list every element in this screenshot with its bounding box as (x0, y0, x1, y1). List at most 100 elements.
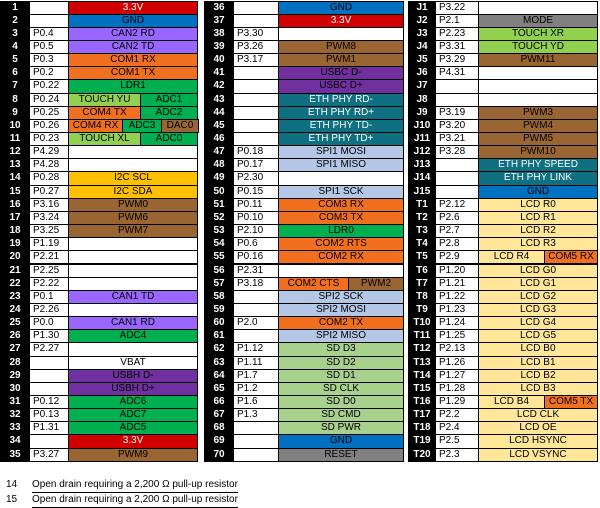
pin-function: ETH PHY TD+ (278, 132, 404, 147)
pin-number: 68 (204, 421, 234, 436)
pin-function: TOUCH YD (478, 39, 598, 55)
pin-function: PWM0 (68, 197, 198, 212)
port-name (29, 13, 69, 28)
port-name (29, 381, 69, 396)
pin-number: J2 (408, 13, 436, 28)
port-name (435, 184, 479, 199)
pin-function: LCD G3 (478, 302, 598, 318)
pin-number: 20 (0, 250, 30, 265)
pin-number: 16 (0, 197, 30, 212)
pin-number: 12 (0, 145, 30, 160)
pin-number: 53 (204, 224, 234, 239)
pin-function: VBAT (68, 355, 198, 370)
pin-number: T16 (408, 395, 436, 410)
pin-number: 38 (204, 26, 234, 41)
pin-function: SD CLK (278, 381, 404, 396)
port-name: P2.31 (233, 263, 279, 278)
port-name (233, 447, 279, 462)
pin-function: USBH D- (68, 368, 198, 383)
pin-function: ADC4 (68, 329, 198, 344)
port-name: P3.30 (233, 26, 279, 41)
pin-number: T3 (408, 224, 436, 239)
function-cell-empty (68, 250, 198, 265)
port-name: P0.18 (233, 145, 279, 160)
port-name: P0.17 (233, 158, 279, 173)
port-name: P1.27 (435, 368, 479, 383)
pin-function: 3.3V (68, 434, 198, 449)
pin-number: 56 (204, 263, 234, 278)
pin-map-table: 1 3.3V 2 GND 3 P0.4 CAN2 RD 4 P0.5 CAN2 TD 5 P0.3 CO… (0, 0, 598, 462)
pin-number: 24 (0, 302, 30, 318)
pin-number: 25 (0, 316, 30, 331)
pin-number: T1 (408, 197, 436, 212)
pin-function: COM1 TX (68, 66, 198, 81)
pin-function: ADC7 (68, 408, 198, 423)
pin-function: LCD R3 (478, 237, 598, 252)
pin-number: 30 (0, 381, 30, 396)
pin-function: LCD G2 (478, 289, 598, 304)
pin-number: 39 (204, 39, 234, 55)
note-text: Open drain requiring a 2,200 Ω pull-up r… (32, 493, 238, 508)
port-name: P3.28 (435, 145, 479, 160)
pin-number: T15 (408, 381, 436, 396)
port-name: P0.3 (29, 53, 69, 68)
port-name (29, 0, 69, 15)
pin-function: COM3 RX (278, 197, 404, 212)
port-name: P1.25 (435, 329, 479, 344)
pin-function: LCD R2 (478, 224, 598, 239)
port-name: P0.23 (29, 132, 69, 147)
port-name: P0.11 (233, 197, 279, 212)
pin-number: 59 (204, 302, 234, 318)
port-name: P1.12 (233, 342, 279, 357)
pin-number: T8 (408, 289, 436, 304)
function-cell-empty (68, 145, 198, 160)
pin-function: COM4 RX (68, 118, 123, 133)
port-name: P0.28 (29, 171, 69, 186)
pin-function: LDR1 (68, 79, 198, 94)
pin-number: 45 (204, 118, 234, 133)
pin-function: COM4 TX (68, 105, 141, 120)
pin-number: 6 (0, 66, 30, 81)
pin-function: LCD B3 (478, 381, 598, 396)
port-name: P0.4 (29, 26, 69, 41)
port-name (435, 92, 479, 107)
port-name: P0.16 (233, 250, 279, 265)
pin-number: 54 (204, 237, 234, 252)
pin-number: T17 (408, 408, 436, 423)
port-name: P3.17 (233, 53, 279, 68)
pin-number: 33 (0, 421, 30, 436)
pin-function: TOUCH YU (68, 92, 141, 107)
pin-function: 3.3V (278, 13, 404, 28)
note-pin-number: 14 (6, 479, 18, 490)
pin-function: ADC3 (122, 118, 162, 133)
port-name: P3.27 (29, 447, 69, 462)
pin-function: PWM3 (478, 105, 598, 120)
port-name: P3.18 (233, 276, 279, 291)
pin-number: 57 (204, 276, 234, 291)
port-name: P2.10 (233, 224, 279, 239)
pin-number: 36 (204, 0, 234, 15)
port-name: P1.19 (29, 237, 69, 252)
pin-number: T6 (408, 263, 436, 278)
pin-number: 34 (0, 434, 30, 449)
port-name: P2.25 (29, 263, 69, 278)
pin-function: SD CMD (278, 408, 404, 423)
port-name (29, 368, 69, 383)
pin-function: ETH PHY RD- (278, 92, 404, 107)
port-name: P3.19 (435, 105, 479, 120)
pin-function: ADC0 (140, 132, 198, 147)
port-name: P2.9 (435, 250, 479, 265)
port-name: P1.2 (233, 381, 279, 396)
pin-number: 14 (0, 171, 30, 186)
port-name: P2.23 (435, 26, 479, 41)
port-name: P1.21 (435, 276, 479, 291)
function-cell-empty (68, 158, 198, 173)
port-name: P2.26 (29, 302, 69, 318)
pin-function: 3.3V (68, 0, 198, 15)
pin-function: GND (478, 184, 598, 199)
pin-number: 67 (204, 408, 234, 423)
pin-function: SPI1 MISO (278, 158, 404, 173)
pin-function: SPI2 MOSI (278, 302, 404, 318)
pin-number: 40 (204, 53, 234, 68)
pin-number: 18 (0, 224, 30, 239)
